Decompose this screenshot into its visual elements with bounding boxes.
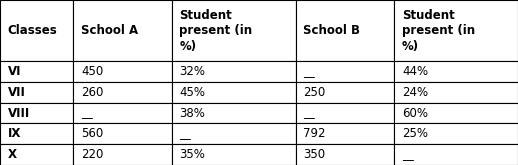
Bar [394, 123, 518, 144]
Bar [172, 0, 296, 61]
Bar [296, 144, 394, 165]
Bar [172, 103, 296, 123]
Bar [296, 0, 394, 61]
Text: Student
present (in
%): Student present (in %) [180, 9, 253, 52]
Text: 38%: 38% [180, 107, 205, 119]
Text: 32%: 32% [180, 65, 206, 78]
Text: 24%: 24% [402, 86, 428, 99]
Text: X: X [8, 148, 17, 161]
Bar [394, 0, 518, 61]
Text: 60%: 60% [402, 107, 428, 119]
Text: School A: School A [81, 24, 138, 37]
Bar [172, 61, 296, 82]
Bar [394, 103, 518, 123]
Text: __: __ [304, 107, 315, 119]
Text: 45%: 45% [180, 86, 206, 99]
Bar [73, 103, 172, 123]
Bar [296, 103, 394, 123]
Text: Classes: Classes [8, 24, 57, 37]
Bar [0, 82, 73, 103]
Bar [73, 123, 172, 144]
Bar [0, 144, 73, 165]
Text: Student
present (in
%): Student present (in %) [402, 9, 475, 52]
Bar [73, 82, 172, 103]
Text: __: __ [180, 127, 191, 140]
Text: 25%: 25% [402, 127, 428, 140]
Bar [0, 61, 73, 82]
Text: 220: 220 [81, 148, 103, 161]
Text: 350: 350 [304, 148, 325, 161]
Text: VI: VI [8, 65, 21, 78]
Text: 35%: 35% [180, 148, 205, 161]
Text: 260: 260 [81, 86, 103, 99]
Text: VIII: VIII [8, 107, 30, 119]
Text: __: __ [81, 107, 93, 119]
Bar [0, 123, 73, 144]
Bar [73, 61, 172, 82]
Bar [172, 144, 296, 165]
Text: __: __ [402, 148, 414, 161]
Text: 450: 450 [81, 65, 103, 78]
Text: 792: 792 [304, 127, 326, 140]
Text: VII: VII [8, 86, 26, 99]
Text: School B: School B [304, 24, 361, 37]
Bar [296, 82, 394, 103]
Text: 560: 560 [81, 127, 103, 140]
Bar [0, 0, 73, 61]
Bar [394, 144, 518, 165]
Bar [394, 61, 518, 82]
Bar [172, 82, 296, 103]
Bar [73, 144, 172, 165]
Bar [73, 0, 172, 61]
Text: 250: 250 [304, 86, 326, 99]
Bar [296, 61, 394, 82]
Bar [394, 82, 518, 103]
Text: IX: IX [8, 127, 21, 140]
Bar [172, 123, 296, 144]
Text: __: __ [304, 65, 315, 78]
Bar [0, 103, 73, 123]
Bar [296, 123, 394, 144]
Text: 44%: 44% [402, 65, 428, 78]
